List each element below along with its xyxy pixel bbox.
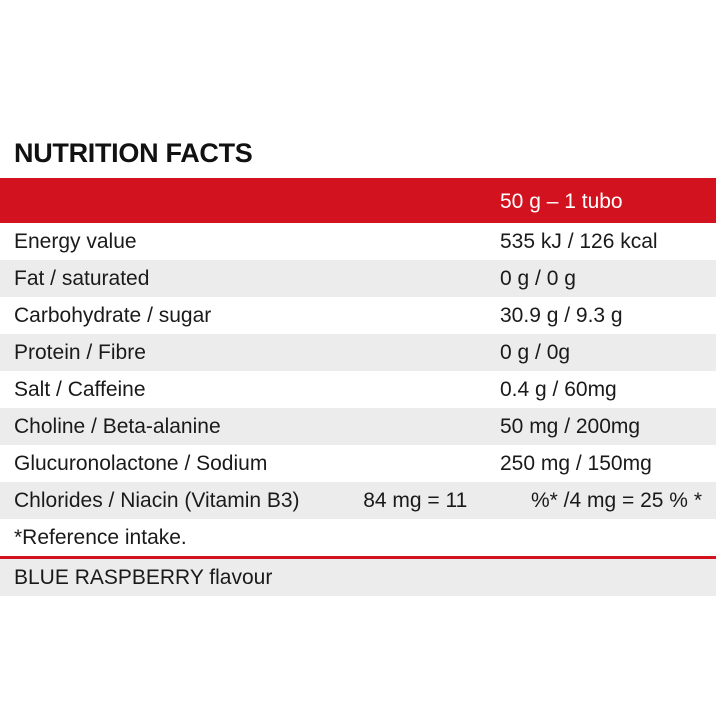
footnote: *Reference intake.	[14, 526, 187, 549]
row-label: Carbohydrate / sugar	[14, 304, 212, 327]
table-row-fat: Fat / saturated 0 g / 0 g	[0, 260, 716, 297]
flavour-row: BLUE RASPBERRY flavour	[0, 559, 716, 596]
chlorides-line: Chlorides / Niacin (Vitamin B3) 84 mg = …	[14, 489, 702, 513]
table-row-energy: Energy value 535 kJ / 126 kcal	[0, 223, 716, 260]
table-row-carbohydrate: Carbohydrate / sugar 30.9 g / 9.3 g	[0, 297, 716, 334]
row-label: Choline / Beta-alanine	[14, 415, 221, 438]
flavour-text: BLUE RASPBERRY flavour	[14, 566, 273, 589]
table-row-choline: Choline / Beta-alanine 50 mg / 200mg	[0, 408, 716, 445]
row-value: 0.4 g / 60mg	[500, 378, 617, 401]
table-row-salt: Salt / Caffeine 0.4 g / 60mg	[0, 371, 716, 408]
row-label: Chlorides / Niacin (Vitamin B3)	[14, 489, 300, 512]
row-label: Glucuronolactone / Sodium	[14, 452, 268, 475]
row-value: 50 mg / 200mg	[500, 415, 641, 438]
row-value-b: %* /4 mg = 25 % *	[530, 489, 702, 512]
row-value: 0 g / 0g	[500, 341, 571, 364]
divider-line	[0, 556, 716, 559]
serving-size: 50 g – 1 tubo	[500, 190, 623, 213]
row-value: 535 kJ / 126 kcal	[500, 230, 658, 253]
row-label: Fat / saturated	[14, 267, 150, 290]
footnote-row: *Reference intake.	[0, 519, 716, 556]
row-value: 30.9 g / 9.3 g	[500, 304, 623, 327]
row-label: Salt / Caffeine	[14, 378, 146, 401]
row-label: Protein / Fibre	[14, 341, 146, 364]
table-row-glucuronolactone: Glucuronolactone / Sodium 250 mg / 150mg	[0, 445, 716, 482]
page-title: NUTRITION FACTS	[14, 138, 253, 168]
row-value: 250 mg / 150mg	[500, 452, 652, 475]
row-label: Energy value	[14, 230, 137, 253]
row-value: 0 g / 0 g	[500, 267, 576, 290]
row-value-a: 84 mg = 11	[363, 489, 468, 512]
table-header-row: 50 g – 1 tubo	[0, 178, 716, 223]
table-row-chlorides: Chlorides / Niacin (Vitamin B3) 84 mg = …	[0, 482, 716, 519]
nutrition-table: 50 g – 1 tubo Energy value 535 kJ / 126 …	[0, 178, 716, 596]
table-row-protein: Protein / Fibre 0 g / 0g	[0, 334, 716, 371]
